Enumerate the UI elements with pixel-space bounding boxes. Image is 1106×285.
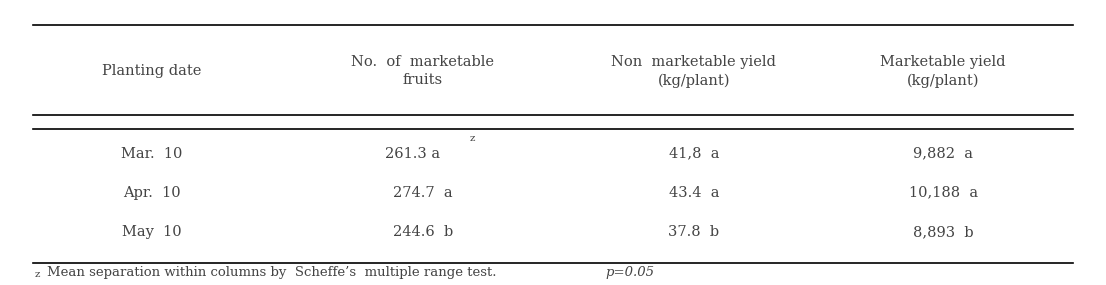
Text: Apr.  10: Apr. 10 bbox=[123, 186, 180, 200]
Text: May  10: May 10 bbox=[122, 225, 181, 239]
Text: Mar.  10: Mar. 10 bbox=[122, 147, 182, 161]
Text: Non  marketable yield
(kg/plant): Non marketable yield (kg/plant) bbox=[612, 55, 776, 88]
Text: 9,882  a: 9,882 a bbox=[914, 147, 973, 161]
Text: Marketable yield
(kg/plant): Marketable yield (kg/plant) bbox=[880, 55, 1006, 88]
Text: z: z bbox=[35, 270, 41, 279]
Text: 41,8  a: 41,8 a bbox=[669, 147, 719, 161]
Text: 274.7  a: 274.7 a bbox=[393, 186, 452, 200]
Text: 8,893  b: 8,893 b bbox=[912, 225, 973, 239]
Text: No.  of  marketable
fruits: No. of marketable fruits bbox=[352, 55, 494, 87]
Text: 37.8  b: 37.8 b bbox=[668, 225, 720, 239]
Text: p=0.05: p=0.05 bbox=[605, 266, 654, 279]
Text: Mean separation within columns by  Scheffe’s  multiple range test.: Mean separation within columns by Scheff… bbox=[46, 266, 504, 279]
Text: 244.6  b: 244.6 b bbox=[393, 225, 453, 239]
Text: z: z bbox=[470, 134, 476, 143]
Text: Planting date: Planting date bbox=[102, 64, 201, 78]
Text: 10,188  a: 10,188 a bbox=[909, 186, 978, 200]
Text: 261.3 a: 261.3 a bbox=[385, 147, 440, 161]
Text: 43.4  a: 43.4 a bbox=[669, 186, 719, 200]
